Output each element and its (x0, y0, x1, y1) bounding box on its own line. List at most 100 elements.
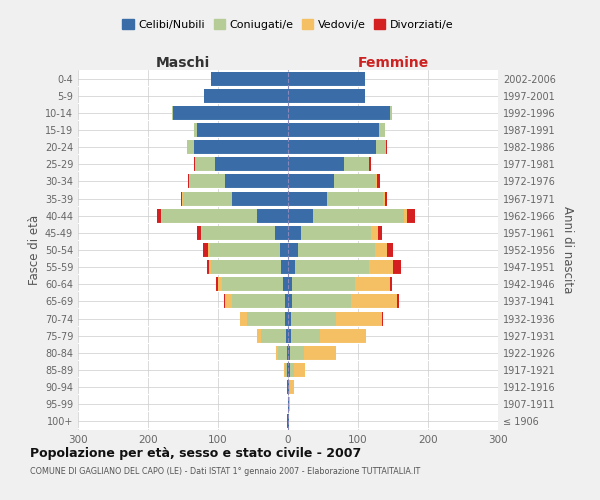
Bar (224, 294, 225, 308)
Bar (368, 260, 393, 274)
Bar (288, 174, 334, 188)
Bar (208, 243, 209, 257)
Bar (320, 328, 366, 342)
Bar (240, 312, 247, 326)
Bar (344, 158, 368, 172)
Bar (334, 174, 376, 188)
Bar (337, 312, 382, 326)
Bar (288, 72, 365, 86)
Bar (377, 174, 380, 188)
Bar (288, 414, 289, 428)
Bar (278, 346, 287, 360)
Bar (157, 208, 161, 222)
Bar (172, 106, 173, 120)
Bar (232, 192, 288, 205)
Bar (369, 158, 371, 172)
Bar (382, 312, 383, 326)
Bar (216, 278, 218, 291)
Bar (287, 363, 288, 377)
Bar (288, 140, 376, 154)
Bar (288, 328, 291, 342)
Bar (286, 328, 288, 342)
Bar (288, 88, 365, 102)
Bar (257, 208, 288, 222)
Bar (283, 278, 288, 291)
Bar (284, 294, 288, 308)
Bar (397, 294, 398, 308)
Bar (288, 294, 292, 308)
Bar (295, 363, 305, 377)
Bar (379, 123, 385, 137)
Bar (188, 174, 189, 188)
Bar (194, 158, 195, 172)
Bar (288, 380, 289, 394)
Bar (389, 106, 392, 120)
Bar (298, 243, 375, 257)
Bar (291, 312, 337, 326)
Bar (262, 328, 286, 342)
Bar (181, 192, 182, 205)
Bar (288, 260, 295, 274)
Bar (287, 346, 288, 360)
Bar (173, 106, 288, 120)
Text: Maschi: Maschi (156, 56, 210, 70)
Bar (355, 278, 390, 291)
Bar (288, 208, 313, 222)
Bar (288, 226, 301, 240)
Y-axis label: Fasce di età: Fasce di età (28, 215, 41, 285)
Bar (280, 243, 288, 257)
Bar (288, 123, 379, 137)
Bar (197, 123, 288, 137)
Bar (288, 312, 291, 326)
Bar (161, 208, 162, 222)
Bar (288, 106, 389, 120)
Bar (288, 278, 292, 291)
Bar (292, 278, 355, 291)
Y-axis label: Anni di nascita: Anni di nascita (561, 206, 574, 294)
Bar (290, 363, 295, 377)
Bar (368, 158, 369, 172)
Bar (388, 243, 393, 257)
Bar (257, 328, 262, 342)
Bar (247, 312, 285, 326)
Bar (376, 174, 377, 188)
Bar (377, 226, 382, 240)
Bar (326, 192, 383, 205)
Bar (204, 88, 288, 102)
Bar (232, 294, 284, 308)
Bar (390, 278, 392, 291)
Bar (313, 208, 404, 222)
Bar (288, 192, 326, 205)
Bar (295, 260, 368, 274)
Bar (221, 278, 283, 291)
Bar (288, 346, 290, 360)
Bar (375, 243, 388, 257)
Legend: Celibi/Nubili, Coniugati/e, Vedovi/e, Divorziati/e: Celibi/Nubili, Coniugati/e, Vedovi/e, Di… (118, 14, 458, 34)
Text: Popolazione per età, sesso e stato civile - 2007: Popolazione per età, sesso e stato civil… (30, 448, 361, 460)
Bar (404, 208, 407, 222)
Bar (193, 140, 288, 154)
Bar (290, 380, 293, 394)
Bar (287, 380, 288, 394)
Bar (209, 260, 211, 274)
Bar (289, 380, 290, 394)
Bar (197, 226, 200, 240)
Text: COMUNE DI GAGLIANO DEL CAPO (LE) - Dati ISTAT 1° gennaio 2007 - Elaborazione TUT: COMUNE DI GAGLIANO DEL CAPO (LE) - Dati … (30, 468, 420, 476)
Bar (194, 123, 197, 137)
Bar (202, 226, 275, 240)
Bar (195, 158, 215, 172)
Bar (275, 226, 288, 240)
Bar (292, 294, 351, 308)
Bar (281, 260, 288, 274)
Bar (407, 208, 415, 222)
Bar (218, 278, 221, 291)
Bar (289, 398, 290, 411)
Bar (288, 398, 289, 411)
Bar (200, 226, 202, 240)
Bar (207, 260, 209, 274)
Bar (290, 346, 304, 360)
Bar (183, 192, 232, 205)
Bar (215, 158, 288, 172)
Bar (291, 328, 320, 342)
Bar (393, 260, 401, 274)
